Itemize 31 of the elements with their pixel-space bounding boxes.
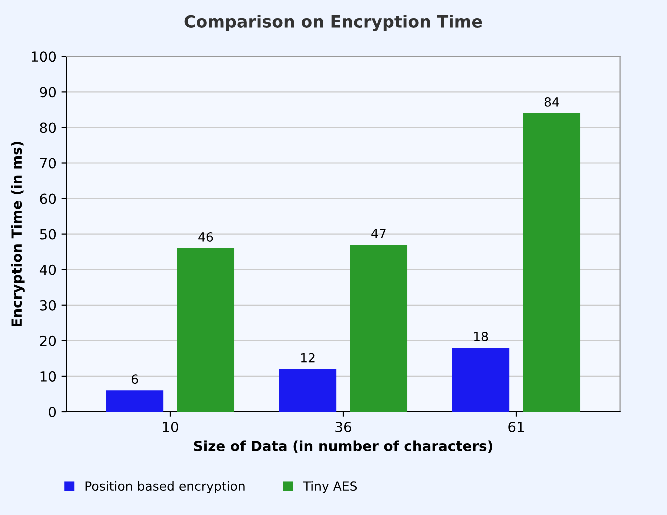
x-axis-title: Size of Data (in number of characters) xyxy=(194,440,492,454)
y-tick-label: 0 xyxy=(49,406,56,418)
bar xyxy=(452,348,510,412)
bar xyxy=(177,248,235,412)
y-tick-label: 80 xyxy=(40,122,56,134)
data-label: 47 xyxy=(372,229,386,238)
legend-label: Tiny AES xyxy=(303,481,358,494)
data-label: 18 xyxy=(474,332,488,342)
y-tick-label: 60 xyxy=(40,194,56,204)
y-tick-label: 70 xyxy=(40,158,56,169)
y-tick-label: 10 xyxy=(40,371,56,382)
y-tick-label: 30 xyxy=(40,300,56,311)
data-label: 46 xyxy=(198,232,214,242)
y-tick-label: 40 xyxy=(40,264,56,276)
y-tick-label: 90 xyxy=(40,87,56,98)
data-label: 12 xyxy=(301,353,315,363)
chart-title: Comparison on Encryption Time xyxy=(184,15,482,32)
y-tick-label: 50 xyxy=(40,229,56,240)
y-tick-label: 20 xyxy=(40,336,56,346)
bar xyxy=(106,390,164,412)
x-tick-label: 10 xyxy=(163,422,178,432)
legend-label: Position based encryption xyxy=(86,481,245,494)
bar xyxy=(523,114,581,412)
x-tick-label: 61 xyxy=(508,422,524,432)
bar xyxy=(279,369,337,412)
x-tick-label: 36 xyxy=(336,422,352,432)
bar xyxy=(350,244,408,412)
data-label: 84 xyxy=(544,97,560,107)
data-label: 6 xyxy=(132,374,138,384)
y-tick-label: 100 xyxy=(32,52,56,62)
y-axis-title: Encryption Time (in ms) xyxy=(11,142,25,327)
